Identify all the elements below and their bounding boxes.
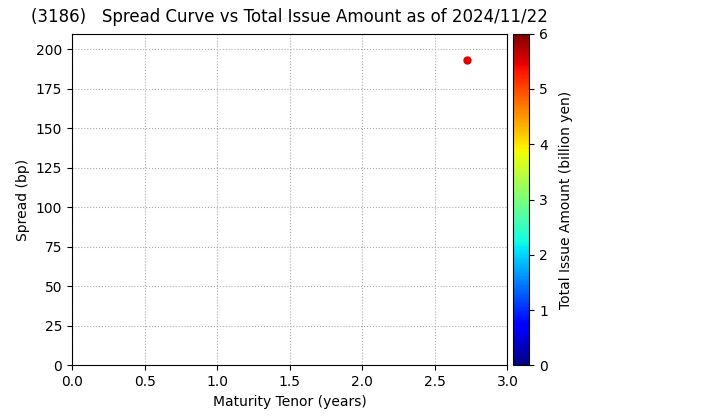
Point <box>461 57 472 64</box>
X-axis label: Maturity Tenor (years): Maturity Tenor (years) <box>213 395 366 409</box>
Title: (3186)   Spread Curve vs Total Issue Amount as of 2024/11/22: (3186) Spread Curve vs Total Issue Amoun… <box>31 8 548 26</box>
Y-axis label: Total Issue Amount (billion yen): Total Issue Amount (billion yen) <box>559 90 573 309</box>
Y-axis label: Spread (bp): Spread (bp) <box>17 158 30 241</box>
